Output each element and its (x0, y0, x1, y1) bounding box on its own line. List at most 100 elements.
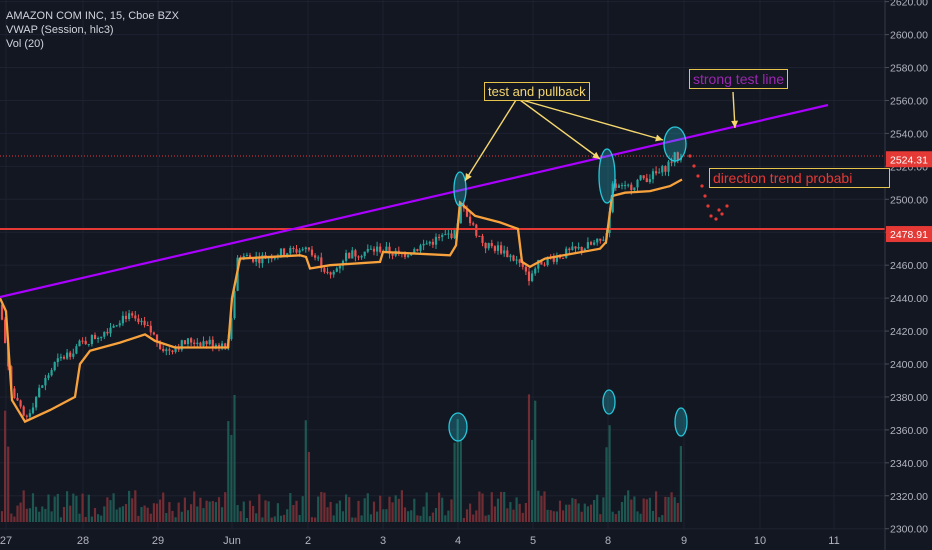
projection-dot (720, 212, 724, 216)
candle-body (59, 356, 62, 359)
volume-bar (425, 492, 428, 522)
candle-body (524, 266, 527, 272)
volume-bar (152, 503, 155, 522)
volume-bar (580, 511, 583, 522)
candle-body (140, 320, 143, 323)
volume-bar (100, 515, 103, 522)
candle-body (90, 334, 93, 345)
candle-body (416, 249, 419, 251)
volume-bar (301, 496, 304, 522)
candle-body (391, 253, 394, 256)
y-tick-label: 2440.00 (890, 293, 928, 305)
volume-bar (509, 502, 512, 522)
circle-marker (598, 148, 616, 204)
volume-bar (648, 497, 651, 522)
volume-bar (248, 500, 252, 522)
candle-body (261, 255, 264, 264)
x-tick-label: 5 (530, 535, 536, 547)
candle-body (255, 256, 258, 262)
volume-bar (630, 499, 633, 522)
volume-bar (363, 498, 366, 522)
y-tick-label: 2300.00 (890, 524, 928, 536)
volume-bar (459, 440, 462, 522)
volume-bar (518, 503, 521, 522)
volume-bar (506, 508, 509, 522)
volume-bar (84, 516, 87, 522)
candle-body (118, 323, 121, 326)
volume-bar (577, 503, 580, 522)
volume-bar (310, 517, 314, 522)
volume-bar (503, 491, 506, 522)
annotation-strong-test-line[interactable]: strong test line (689, 69, 789, 89)
annotation-direction-trend[interactable]: direction trend probabi (709, 168, 890, 188)
volume-bar (617, 510, 620, 522)
volume-bar (462, 517, 465, 522)
volume-bar (276, 503, 279, 522)
candle-body (670, 161, 673, 163)
volume-bar (478, 491, 481, 522)
volume-bar (227, 421, 230, 522)
candle-body (66, 352, 69, 359)
price-label: 2524.31 (890, 154, 928, 166)
candle-body (345, 252, 348, 261)
candle-body (388, 246, 391, 254)
candle-body (317, 257, 320, 259)
candle-body (614, 183, 617, 188)
candle-body (199, 342, 202, 346)
candle-body (469, 216, 472, 224)
volume-bar (118, 507, 121, 522)
x-tick-label: 28 (77, 535, 89, 547)
candle-body (493, 246, 496, 251)
volume-bar (608, 425, 611, 522)
volume-bar (391, 502, 394, 522)
candle-body (233, 290, 236, 319)
candle-body (419, 245, 422, 251)
candle-body (50, 370, 53, 376)
volume-bar (137, 515, 140, 522)
volume-bar (239, 511, 242, 522)
annotation-test-pullback[interactable]: test and pullback (484, 82, 590, 101)
volume-bar (236, 505, 239, 522)
volume-bar (38, 511, 41, 522)
volume-bar (72, 493, 75, 522)
candle-body (217, 344, 221, 348)
volume-bar (0, 511, 4, 522)
volume-bar (512, 509, 515, 522)
trend-line[interactable] (0, 103, 829, 299)
candle-body (357, 256, 360, 258)
candlesticks (0, 151, 682, 420)
volume-bar (245, 517, 248, 522)
volume-bar (410, 510, 413, 522)
volume-bar (332, 515, 335, 522)
volume-bar (388, 496, 391, 522)
volume-bar (614, 514, 617, 522)
volume-bar (434, 508, 438, 522)
volume-bar (348, 497, 351, 522)
candle-body (286, 253, 289, 256)
candle-body (651, 171, 655, 180)
candle-body (397, 250, 400, 253)
y-tick-label: 2360.00 (890, 425, 928, 437)
candle-body (531, 273, 534, 281)
candle-body (245, 255, 248, 257)
volume-bar (531, 439, 534, 522)
volume-bar (655, 491, 658, 522)
volume-bar (593, 499, 596, 522)
volume-bar (31, 493, 35, 522)
volume-bar (611, 511, 614, 522)
volume-bar (537, 490, 540, 522)
candle-body (428, 241, 431, 244)
volume-bar (149, 513, 152, 522)
candle-body (214, 344, 217, 347)
candle-body (103, 331, 106, 337)
volume-bar (292, 504, 295, 522)
symbol-title: AMAZON COM INC, 15, Cboe BZX (6, 10, 179, 22)
volume-bar (283, 514, 286, 522)
candle-body (310, 249, 314, 256)
candle-body (648, 179, 651, 183)
volume-bar (177, 502, 180, 522)
candle-body (434, 236, 438, 245)
candle-body (252, 257, 255, 262)
candle-body (128, 313, 131, 319)
